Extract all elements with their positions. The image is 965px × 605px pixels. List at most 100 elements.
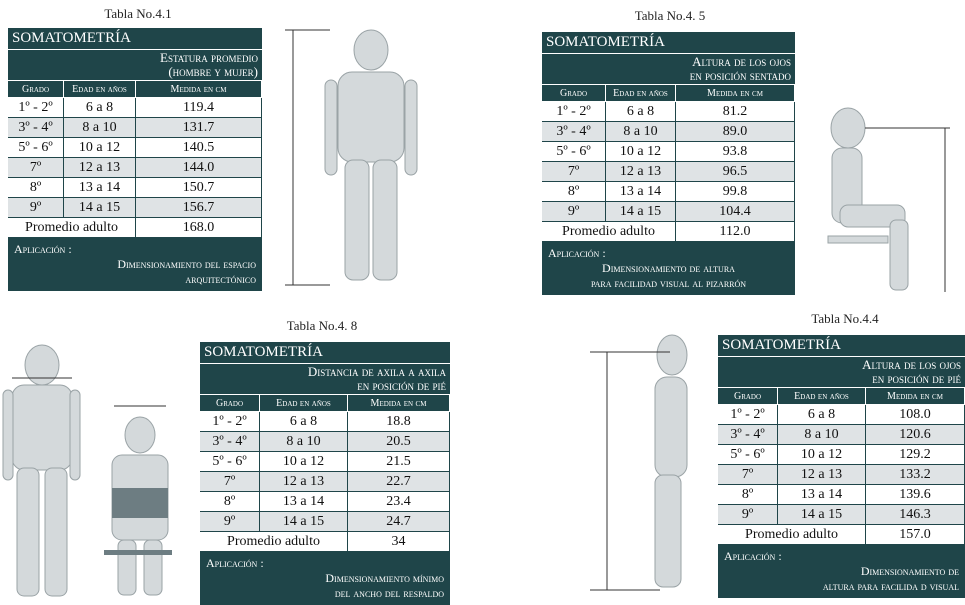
- table-cell: 10 a 12: [64, 138, 136, 157]
- table-row: 3º - 4º 8 a 10 20.5: [200, 432, 450, 452]
- application-label: Aplicación :: [548, 246, 606, 260]
- table-cell: 6 a 8: [606, 102, 676, 121]
- table-cell: 13 a 14: [260, 492, 348, 511]
- table-cell: 5º - 6º: [8, 138, 64, 157]
- table-header: SOMATOMETRÍA: [200, 342, 450, 364]
- table-cell: 13 a 14: [778, 485, 866, 504]
- subtitle-line: Altura de los ojos: [692, 54, 791, 69]
- adult-row: Promedio adulto 34: [200, 532, 450, 552]
- table-panel: SOMATOMETRÍA Altura de los ojos en posició…: [542, 32, 795, 295]
- table-cell: 12 a 13: [778, 465, 866, 484]
- column-headers: Grado Edad en años Medida en cm: [200, 395, 450, 412]
- standing-figure: [285, 29, 418, 286]
- table-cell: 1º - 2º: [718, 405, 778, 424]
- column-headers: Grado Edad en años Medida en cm: [8, 81, 262, 98]
- application-line: altura para facilida d visual: [822, 579, 959, 593]
- subtitle-line: en posición de pié: [357, 378, 446, 393]
- table-cell: 6 a 8: [778, 405, 866, 424]
- column-header: Grado: [8, 81, 64, 97]
- table-header: SOMATOMETRÍA: [718, 335, 965, 357]
- application-line: Dimensionamiento de altura: [602, 261, 735, 275]
- table-cell: 7º: [8, 158, 64, 177]
- table-cell: 20.5: [348, 432, 450, 451]
- subtitle-line: Altura de los ojos: [862, 357, 961, 372]
- table-cell: 89.0: [676, 122, 795, 141]
- table-header: SOMATOMETRÍA: [542, 32, 795, 54]
- table-cell: 14 a 15: [64, 198, 136, 217]
- table-cell: 96.5: [676, 162, 795, 181]
- application-label: Aplicación :: [14, 242, 72, 256]
- table-cell: 8 a 10: [64, 118, 136, 137]
- table-row: 5º - 6º 10 a 12 21.5: [200, 452, 450, 472]
- table-cell: 13 a 14: [64, 178, 136, 197]
- table-cell: 14 a 15: [606, 202, 676, 221]
- application: Aplicación : Dimensionamiento de altura pa…: [718, 545, 965, 598]
- adult-value: 157.0: [866, 525, 965, 544]
- application-line: Dimensionamiento mínimo: [325, 571, 444, 585]
- column-header: Edad en años: [260, 395, 348, 411]
- table-cell: 6 a 8: [260, 412, 348, 431]
- table-cell: 133.2: [866, 465, 965, 484]
- profile-figure: [590, 334, 688, 591]
- table-row: 3º - 4º 8 a 10 131.7: [8, 118, 262, 138]
- table-cell: 14 a 15: [778, 505, 866, 524]
- table-cell: 8º: [200, 492, 260, 511]
- table-cell: 6 a 8: [64, 98, 136, 117]
- table-row: 9º 14 a 15 104.4: [542, 202, 795, 222]
- table-cell: 7º: [542, 162, 606, 181]
- table-cell: 129.2: [866, 445, 965, 464]
- table-row: 1º - 2º 6 a 8 119.4: [8, 98, 262, 118]
- table-panel: SOMATOMETRÍA Estatura promedio (hombre y m…: [8, 28, 262, 291]
- column-header: Grado: [718, 388, 778, 404]
- table-cell: 8º: [8, 178, 64, 197]
- table-caption: Tabla No.4.4: [811, 311, 879, 326]
- table-cell: 131.7: [136, 118, 262, 137]
- application-line: Dimensionamiento de: [860, 564, 959, 578]
- column-headers: Grado Edad en años Medida en cm: [542, 85, 795, 102]
- table-cell: 139.6: [866, 485, 965, 504]
- subtitle-line: Estatura promedio: [160, 50, 258, 65]
- table-cell: 9º: [200, 512, 260, 531]
- table-cell: 1º - 2º: [8, 98, 64, 117]
- column-header: Grado: [542, 85, 606, 101]
- table-row: 8º 13 a 14 139.6: [718, 485, 965, 505]
- table-cell: 3º - 4º: [200, 432, 260, 451]
- application: Aplicación : Dimensionamiento de altura pa…: [542, 242, 795, 295]
- application-label: Aplicación :: [724, 549, 782, 563]
- subtitle-line: en posición de pié: [872, 371, 961, 386]
- table-row: 7º 12 a 13 133.2: [718, 465, 965, 485]
- table-row: 8º 13 a 14 23.4: [200, 492, 450, 512]
- table-cell: 8º: [718, 485, 778, 504]
- table-subtitle: Estatura promedio (hombre y mujer): [8, 50, 262, 81]
- table-cell: 23.4: [348, 492, 450, 511]
- adult-value: 112.0: [676, 222, 795, 241]
- table-cell: 13 a 14: [606, 182, 676, 201]
- table-cell: 156.7: [136, 198, 262, 217]
- table-cell: 108.0: [866, 405, 965, 424]
- table-subtitle: Altura de los ojos en posición sentado: [542, 54, 795, 85]
- table-caption: Tabla No.4.1: [104, 6, 172, 21]
- table-caption: Tabla No.4. 8: [286, 318, 358, 333]
- table-row: 7º 12 a 13 144.0: [8, 158, 262, 178]
- application-line: del ancho del respaldo: [334, 586, 444, 600]
- table-cell: 93.8: [676, 142, 795, 161]
- subtitle-line: (hombre y mujer): [168, 64, 258, 79]
- table-cell: 99.8: [676, 182, 795, 201]
- table-cell: 146.3: [866, 505, 965, 524]
- table-cell: 1º - 2º: [542, 102, 606, 121]
- table-cell: 104.4: [676, 202, 795, 221]
- adult-value: 34: [348, 532, 450, 551]
- column-headers: Grado Edad en años Medida en cm: [718, 388, 965, 405]
- table-panel: SOMATOMETRÍA Altura de los ojos en posició…: [718, 335, 965, 598]
- seated-figure: [827, 107, 950, 292]
- table-cell: 22.7: [348, 472, 450, 491]
- table-cell: 12 a 13: [260, 472, 348, 491]
- adult-label: Promedio adulto: [718, 525, 866, 544]
- table-cell: 10 a 12: [778, 445, 866, 464]
- table-cell: 9º: [718, 505, 778, 524]
- table-row: 5º - 6º 10 a 12 93.8: [542, 142, 795, 162]
- adult-value: 168.0: [136, 218, 262, 237]
- table-row: 5º - 6º 10 a 12 129.2: [718, 445, 965, 465]
- column-header: Medida en cm: [348, 395, 450, 411]
- application-line: para facilidad visual al pizarrón: [590, 276, 747, 290]
